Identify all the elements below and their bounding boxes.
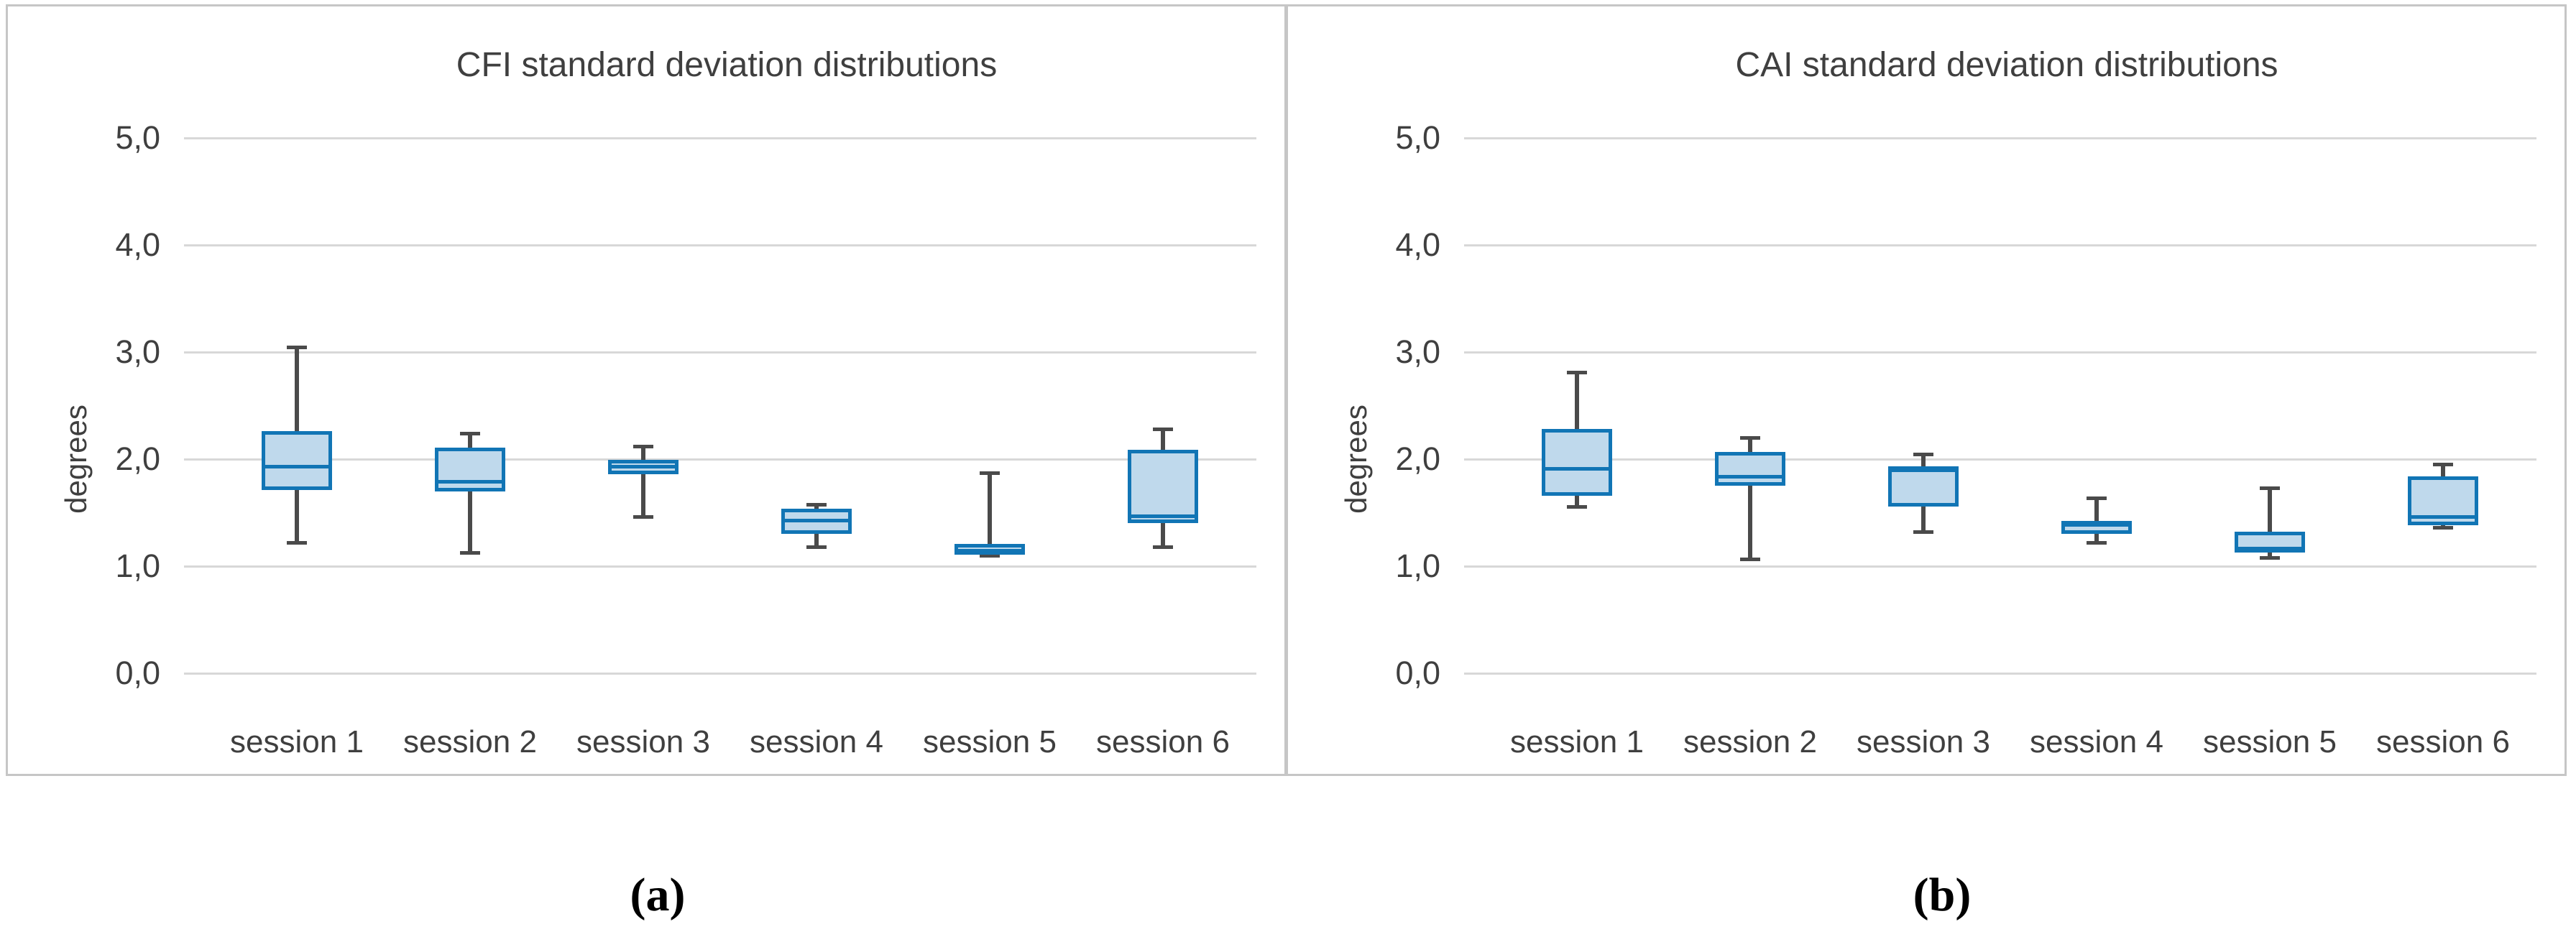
median-line-5 xyxy=(954,549,1025,553)
whisker xyxy=(641,446,645,517)
x-category-label: session 6 xyxy=(2376,724,2510,759)
whisker-cap-min xyxy=(2087,541,2107,545)
y-axis-tick-label: 4,0 xyxy=(1395,226,1440,263)
y-axis-tick-label: 3,0 xyxy=(115,333,160,370)
median-line-6 xyxy=(1128,514,1198,518)
y-axis-tick-label: 3,0 xyxy=(1395,333,1440,370)
median-line-3 xyxy=(1888,468,1959,472)
median-line-1 xyxy=(262,465,332,468)
x-category-label: session 3 xyxy=(1857,724,1990,759)
whisker-cap-min xyxy=(2433,526,2453,530)
gridline xyxy=(1464,565,2536,568)
gridline xyxy=(184,137,1256,139)
y-axis-tick-label: 4,0 xyxy=(115,226,160,263)
x-category-label: session 3 xyxy=(576,724,710,759)
whisker-cap-min xyxy=(1153,545,1173,549)
whisker xyxy=(2094,498,2099,542)
whisker-cap-max xyxy=(460,432,480,435)
y-axis-tick-label: 0,0 xyxy=(1395,655,1440,691)
x-category-label: session 5 xyxy=(923,724,1057,759)
boxplot-box-1 xyxy=(1542,429,1612,496)
median-line-1 xyxy=(1542,467,1612,471)
y-axis-tick-label: 0,0 xyxy=(115,655,160,691)
y-axis-tick-label: 5,0 xyxy=(1395,119,1440,156)
whisker xyxy=(468,433,472,553)
median-line-4 xyxy=(781,519,852,522)
y-axis-tick-label: 2,0 xyxy=(115,440,160,477)
whisker-cap-max xyxy=(1153,428,1173,431)
median-line-5 xyxy=(2235,547,2305,550)
y-axis-tick-label: 1,0 xyxy=(115,548,160,584)
median-line-6 xyxy=(2408,515,2478,519)
x-category-label: session 1 xyxy=(230,724,364,759)
chart-title: CFI standard deviation distributions xyxy=(456,46,998,84)
gridline xyxy=(184,351,1256,354)
whisker-cap-max xyxy=(2087,496,2107,500)
whisker-cap-min xyxy=(287,541,307,545)
whisker xyxy=(988,473,992,555)
whisker-cap-max xyxy=(2260,486,2280,490)
whisker-cap-max xyxy=(1740,436,1760,440)
y-axis-tick-label: 5,0 xyxy=(115,119,160,156)
boxplot-box-3 xyxy=(1888,466,1959,507)
gridline xyxy=(184,565,1256,568)
gridline xyxy=(1464,351,2536,354)
whisker xyxy=(1748,438,1752,559)
x-category-label: session 2 xyxy=(403,724,537,759)
cfi-boxplot-chart: CFI standard deviation distributions deg… xyxy=(8,6,1284,774)
boxplot-box-1 xyxy=(262,431,332,490)
gridline xyxy=(184,458,1256,461)
whisker-cap-max xyxy=(633,445,653,448)
x-category-label: session 2 xyxy=(1683,724,1817,759)
y-axis-tick-label: 2,0 xyxy=(1395,440,1440,477)
x-category-label: session 4 xyxy=(750,724,883,759)
chart-title: CAI standard deviation distributions xyxy=(1735,46,2278,84)
whisker-cap-min xyxy=(980,554,1000,558)
median-line-3 xyxy=(608,465,678,468)
median-line-2 xyxy=(435,480,505,484)
chart-panel-cai: CAI standard deviation distributions deg… xyxy=(1286,4,2567,776)
whisker-cap-min xyxy=(1567,505,1587,509)
y-axis-tick-label: 1,0 xyxy=(1395,548,1440,584)
gridline xyxy=(184,244,1256,246)
gridline xyxy=(1464,673,2536,675)
whisker-cap-max xyxy=(806,503,827,507)
whisker-cap-max xyxy=(1913,453,1933,456)
gridline xyxy=(1464,458,2536,461)
median-line-4 xyxy=(2061,523,2132,527)
whisker-cap-min xyxy=(2260,556,2280,560)
whisker-cap-min xyxy=(1913,530,1933,534)
chart-panel-cfi: CFI standard deviation distributions deg… xyxy=(6,4,1287,776)
gridline xyxy=(184,673,1256,675)
x-category-label: session 6 xyxy=(1096,724,1230,759)
boxplot-box-2 xyxy=(1715,452,1785,486)
boxplot-box-2 xyxy=(435,448,505,491)
whisker-cap-min xyxy=(460,551,480,555)
subfigure-label-b: (b) xyxy=(1913,869,1972,921)
cai-boxplot-chart: CAI standard deviation distributions deg… xyxy=(1288,6,2564,774)
whisker-cap-min xyxy=(1740,558,1760,561)
x-category-label: session 1 xyxy=(1510,724,1644,759)
boxplot-box-6 xyxy=(1128,450,1198,523)
whisker xyxy=(2268,488,2272,558)
x-category-label: session 4 xyxy=(2030,724,2163,759)
whisker-cap-max xyxy=(287,346,307,349)
whisker-cap-max xyxy=(1567,371,1587,374)
whisker-cap-min xyxy=(806,545,827,549)
x-category-label: session 5 xyxy=(2203,724,2337,759)
whisker-cap-max xyxy=(2433,463,2453,466)
whisker-cap-min xyxy=(633,515,653,519)
whisker-cap-max xyxy=(980,471,1000,475)
gridline xyxy=(1464,137,2536,139)
gridline xyxy=(1464,244,2536,246)
median-line-2 xyxy=(1715,475,1785,479)
subfigure-label-a: (a) xyxy=(630,869,686,921)
